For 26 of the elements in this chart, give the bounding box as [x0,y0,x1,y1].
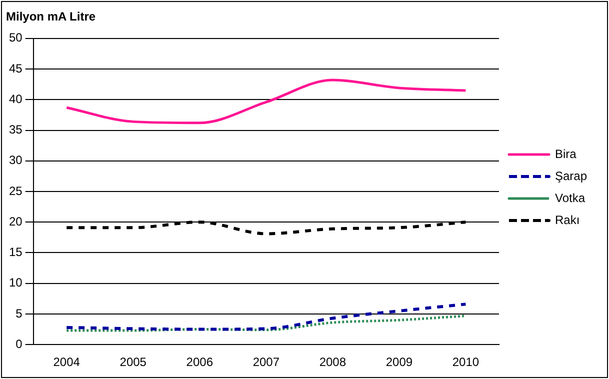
x-tick-label: 2009 [386,355,413,370]
legend-label: Rakı [554,212,580,227]
y-tick-label: 30 [8,153,23,168]
x-tick-label: 2008 [319,355,346,370]
x-tick-label: 2010 [452,355,480,370]
y-tick-label: 20 [8,214,23,228]
y-tick-label: 50 [8,30,23,45]
line-series [65,302,468,331]
legend-label: Şarap [554,168,588,183]
legend-label: Bira [554,146,577,161]
y-tick-label: 35 [8,122,23,137]
line-series [65,78,467,124]
y-tick-label: 10 [8,276,23,290]
y-tick-label: 25 [8,184,23,198]
legend-label: Votka [554,190,586,205]
y-tick-label: 40 [8,92,23,106]
y-tick-label: 5 [16,306,23,320]
chart-title: Milyon mA Litre [6,10,96,24]
line-series [65,314,467,332]
x-tick-label: 2004 [53,355,80,370]
x-tick-label: 2006 [186,355,214,370]
y-tick-label: 15 [8,245,23,260]
x-tick-label: 2005 [120,355,147,370]
y-tick-label: 0 [16,336,23,351]
y-tick-label: 45 [8,61,23,76]
x-tick-label: 2007 [252,355,280,370]
